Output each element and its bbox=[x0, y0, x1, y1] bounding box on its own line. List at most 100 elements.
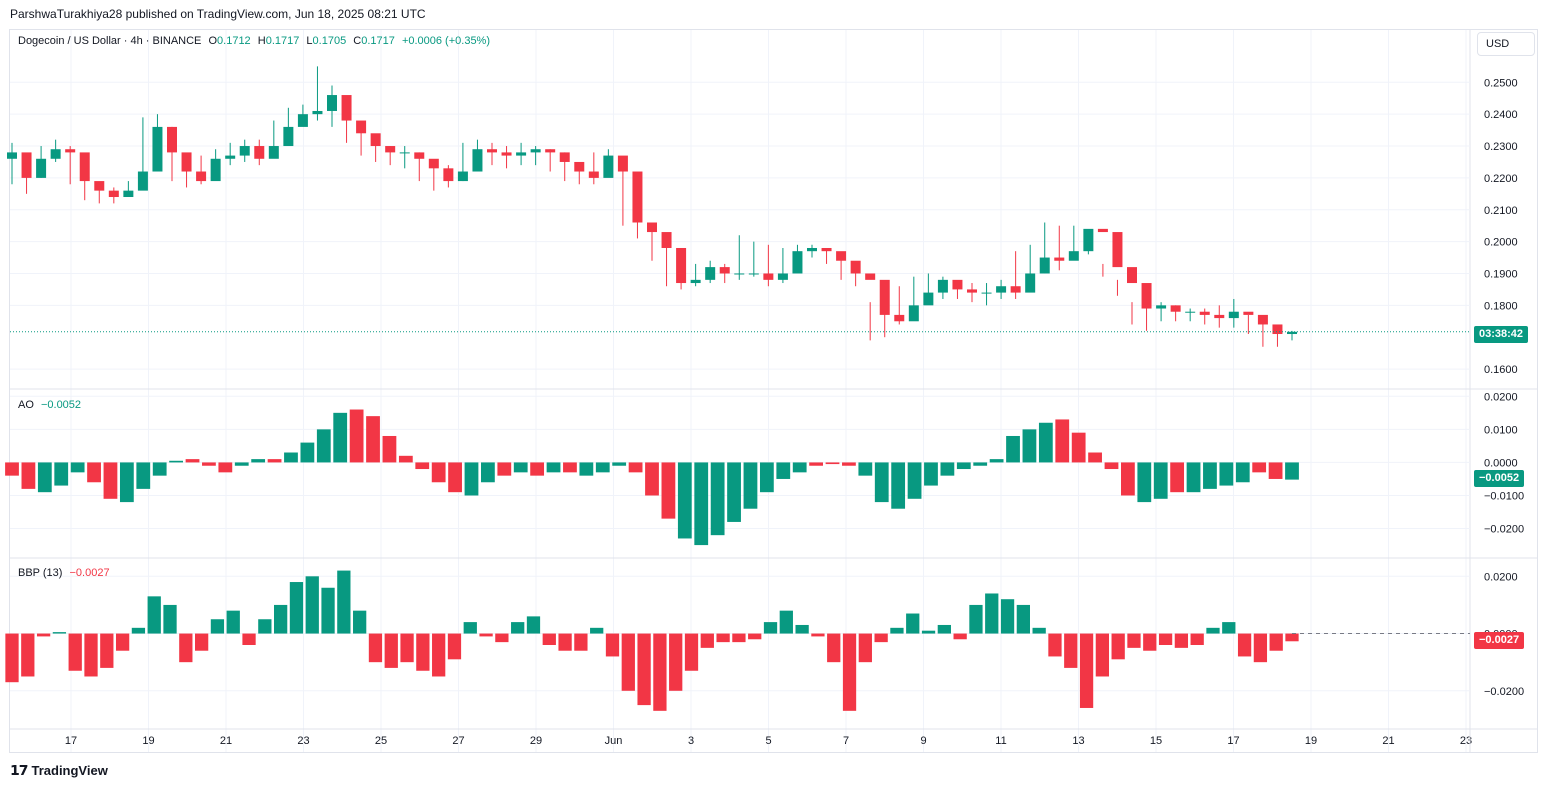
bbp-bar bbox=[1127, 633, 1141, 648]
candle-body bbox=[777, 273, 788, 280]
ao-bar bbox=[103, 462, 118, 499]
ao-bar bbox=[579, 462, 594, 476]
candle-body bbox=[705, 267, 716, 280]
candle-body bbox=[559, 152, 570, 162]
x-tick-label: 19 bbox=[1305, 735, 1317, 747]
price-y-tick-label: 0.1600 bbox=[1484, 364, 1518, 376]
ao-bar bbox=[267, 459, 282, 463]
price-y-tick-label: 0.2300 bbox=[1484, 141, 1518, 153]
ao-bar bbox=[989, 459, 1004, 463]
ao-bar bbox=[1071, 432, 1086, 463]
bbp-bar bbox=[1032, 627, 1046, 634]
candle-body bbox=[370, 133, 381, 147]
footer-brand[interactable]: 𝟭𝟳 TradingView bbox=[10, 762, 108, 779]
brand-name: TradingView bbox=[31, 763, 108, 778]
high-value: 0.1717 bbox=[265, 35, 300, 47]
candle-body bbox=[1141, 283, 1152, 309]
ao-bar bbox=[874, 462, 889, 503]
bbp-bar bbox=[1253, 633, 1268, 663]
x-tick-label: 11 bbox=[995, 735, 1006, 747]
ao-bar bbox=[759, 462, 774, 493]
ao-bar bbox=[677, 462, 692, 539]
currency-selector[interactable]: USD bbox=[1477, 32, 1535, 56]
bbp-bar bbox=[700, 633, 714, 648]
symbol-name[interactable]: Dogecoin / US Dollar · 4h · BINANCE bbox=[18, 35, 202, 47]
ao-bar bbox=[661, 462, 676, 519]
bbp-bar bbox=[953, 633, 967, 640]
bbp-bar bbox=[653, 633, 667, 711]
bbp-bar bbox=[321, 587, 335, 634]
candle-body bbox=[1068, 251, 1079, 261]
ao-bar bbox=[87, 462, 101, 483]
ao-bar bbox=[1268, 462, 1283, 479]
candle-body bbox=[283, 126, 294, 147]
candle-body bbox=[1214, 314, 1225, 319]
bbp-bar bbox=[115, 633, 130, 651]
ao-bar bbox=[316, 429, 331, 463]
bbp-bar bbox=[1190, 633, 1204, 645]
candle-body bbox=[50, 149, 61, 159]
bbp-bar bbox=[969, 604, 983, 634]
price-y-tick-label: 0.2100 bbox=[1484, 205, 1518, 217]
bbp-value: −0.0027 bbox=[69, 567, 110, 579]
candle-body bbox=[414, 152, 425, 159]
ao-y-tick-label: 0.0100 bbox=[1484, 424, 1518, 436]
candle-body bbox=[647, 222, 657, 233]
candle-body bbox=[807, 247, 817, 252]
candle-body bbox=[268, 146, 279, 159]
candle-body bbox=[1039, 257, 1050, 274]
bbp-bar bbox=[463, 622, 477, 634]
change-value: +0.0006 (+0.35%) bbox=[401, 35, 491, 47]
candle-body bbox=[690, 279, 701, 284]
bbp-bar bbox=[400, 633, 414, 663]
candle-body bbox=[428, 158, 439, 169]
ao-bar bbox=[284, 452, 298, 463]
ao-bar bbox=[891, 462, 906, 509]
candle-body bbox=[1083, 228, 1094, 252]
bbp-bar bbox=[337, 570, 351, 634]
candle-body bbox=[297, 114, 308, 127]
ao-bar bbox=[1153, 462, 1168, 499]
bbp-bar bbox=[179, 633, 193, 663]
candle-body bbox=[1156, 305, 1167, 309]
ao-label[interactable]: AO bbox=[18, 399, 34, 411]
price-y-tick-label: 0.2000 bbox=[1484, 237, 1518, 249]
bbp-bar bbox=[1174, 633, 1189, 648]
ao-bar bbox=[530, 462, 545, 476]
candle-body bbox=[65, 149, 76, 153]
ao-bar bbox=[710, 462, 725, 536]
candle-body bbox=[1097, 228, 1108, 233]
bbp-legend: BBP (13) −0.0027 bbox=[18, 567, 114, 579]
candle-body bbox=[1054, 257, 1065, 261]
bbp-bar bbox=[1079, 633, 1094, 708]
ao-bar bbox=[907, 462, 922, 499]
ao-bar bbox=[1219, 462, 1234, 486]
bbp-bar bbox=[210, 619, 225, 634]
bbp-bar bbox=[574, 633, 588, 651]
bbp-bar bbox=[874, 633, 888, 643]
candle-body bbox=[792, 251, 803, 274]
ao-bar bbox=[924, 462, 938, 486]
bbp-bar bbox=[921, 630, 936, 634]
ao-bar bbox=[727, 462, 741, 522]
ao-bar bbox=[612, 462, 627, 466]
bbp-bar bbox=[68, 633, 82, 671]
ao-bar bbox=[1137, 462, 1152, 503]
x-tick-label: 5 bbox=[765, 735, 771, 747]
candle-body bbox=[1112, 232, 1123, 268]
candle-body bbox=[210, 158, 221, 182]
bbp-bar bbox=[21, 633, 35, 677]
candle-body bbox=[952, 279, 963, 290]
bbp-bar bbox=[542, 633, 556, 645]
candle-body bbox=[356, 120, 367, 134]
x-tick-label: 27 bbox=[452, 735, 464, 747]
bbp-label[interactable]: BBP (13) bbox=[18, 567, 63, 579]
bbp-bar bbox=[1237, 633, 1252, 657]
bbp-bar bbox=[637, 633, 651, 706]
ao-bar bbox=[1203, 462, 1217, 489]
candle-body bbox=[588, 171, 599, 178]
candle-body bbox=[821, 247, 832, 252]
candle-body bbox=[748, 273, 759, 275]
ao-value: −0.0052 bbox=[40, 399, 82, 411]
